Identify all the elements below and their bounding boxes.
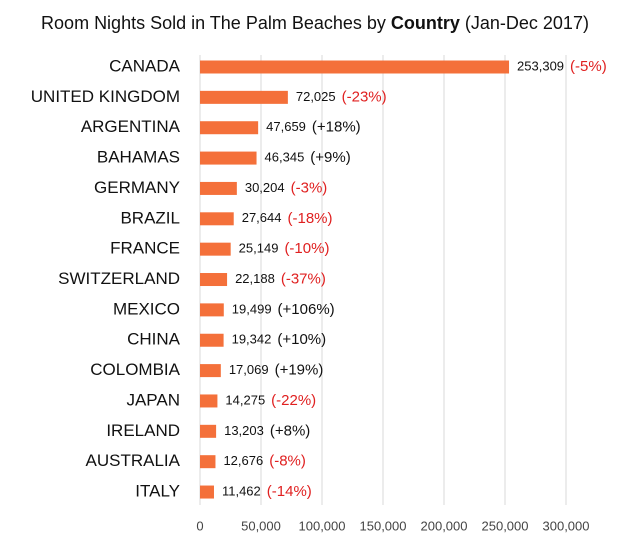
change-label: (-37%) [281,270,326,287]
value-label: 11,462 [222,483,261,498]
x-tick-label: 250,000 [482,518,529,533]
category-label: CHINA [127,330,181,349]
change-label: (-18%) [287,210,332,227]
category-label: BRAZIL [120,208,180,227]
change-label: (-22%) [271,392,316,409]
value-label: 22,188 [235,271,275,286]
value-label: 47,659 [266,119,306,134]
x-tick-label: 300,000 [543,518,590,533]
change-label: (+10%) [277,331,326,348]
bar [200,121,259,135]
change-label: (-14%) [267,483,312,500]
category-label: BAHAMAS [97,148,180,167]
change-label: (+8%) [270,422,310,439]
change-label: (+18%) [312,119,361,136]
category-label: IRELAND [106,421,180,440]
category-label: ITALY [135,482,180,501]
change-label: (-10%) [284,240,329,257]
value-label: 46,345 [265,150,305,165]
category-label: FRANCE [110,239,180,258]
x-tick-label: 150,000 [360,518,407,533]
bar [200,181,237,195]
category-label: AUSTRALIA [86,451,181,470]
value-label: 17,069 [229,362,269,377]
bar [200,212,234,226]
value-label: 72,025 [296,89,336,104]
bar [200,485,214,499]
bar [200,90,288,104]
title-part: (Jan-Dec 2017) [465,13,589,33]
x-tick-label: 100,000 [299,518,346,533]
bar [200,364,221,378]
value-label: 30,204 [245,180,285,195]
x-tick-label: 50,000 [241,518,281,533]
category-label: CANADA [109,56,181,75]
category-label: UNITED KINGDOM [31,87,180,106]
change-label: (-8%) [269,453,306,470]
category-label: COLOMBIA [90,360,180,379]
value-label: 27,644 [242,210,282,225]
change-label: (-5%) [570,58,607,75]
change-label: (-23%) [342,88,387,105]
bar [200,424,217,438]
bar [200,303,224,317]
value-label: 19,342 [232,332,272,347]
category-label: JAPAN [126,390,180,409]
change-label: (-3%) [291,179,328,196]
value-label: 253,309 [517,58,564,73]
x-tick-label: 200,000 [421,518,468,533]
value-label: 14,275 [225,392,265,407]
x-tick-label: 0 [196,518,203,533]
bar [200,151,257,165]
category-label: ARGENTINA [81,117,181,136]
bar [200,394,218,408]
bar [200,455,216,469]
title-part: Room Nights Sold in The Palm Beaches by [41,13,386,33]
value-label: 13,203 [224,423,264,438]
change-label: (+19%) [275,362,324,379]
change-label: (+106%) [278,301,335,318]
value-label: 19,499 [232,301,272,316]
bar [200,273,228,287]
change-label: (+9%) [310,149,350,166]
category-label: MEXICO [113,299,180,318]
chart-title: Room Nights Sold in The Palm Beaches by C… [41,13,589,33]
value-label: 12,676 [223,453,263,468]
bar [200,242,231,256]
value-label: 25,149 [239,241,279,256]
category-label: SWITZERLAND [58,269,180,288]
category-label: GERMANY [94,178,180,197]
title-part: Country [391,13,460,33]
bar [200,60,510,74]
bar [200,333,224,347]
